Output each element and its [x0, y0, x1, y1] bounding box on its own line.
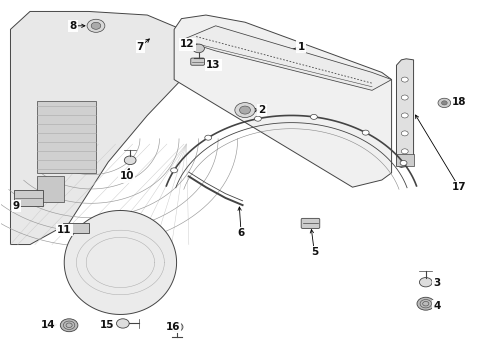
Polygon shape — [10, 12, 181, 244]
Circle shape — [401, 131, 408, 136]
Circle shape — [401, 77, 408, 82]
Circle shape — [170, 322, 183, 332]
Text: 2: 2 — [259, 105, 266, 115]
Circle shape — [117, 319, 129, 328]
Text: 4: 4 — [433, 301, 441, 311]
Circle shape — [124, 156, 136, 165]
Text: 15: 15 — [100, 320, 115, 330]
Circle shape — [240, 106, 250, 114]
FancyBboxPatch shape — [191, 58, 204, 65]
Polygon shape — [181, 26, 392, 90]
Text: 8: 8 — [70, 21, 76, 31]
Circle shape — [87, 19, 105, 32]
FancyBboxPatch shape — [37, 176, 64, 202]
Circle shape — [417, 297, 435, 310]
Circle shape — [193, 44, 204, 53]
Text: 5: 5 — [311, 247, 318, 257]
Circle shape — [419, 278, 432, 287]
Text: 14: 14 — [41, 320, 56, 330]
Circle shape — [401, 95, 408, 100]
Circle shape — [400, 161, 407, 166]
Text: 17: 17 — [452, 182, 466, 192]
Polygon shape — [174, 15, 392, 187]
Circle shape — [311, 114, 318, 120]
Text: 10: 10 — [120, 171, 134, 181]
Circle shape — [441, 101, 447, 105]
Text: 7: 7 — [137, 42, 144, 51]
Circle shape — [60, 319, 78, 332]
Text: 6: 6 — [238, 228, 245, 238]
Circle shape — [205, 135, 212, 140]
Circle shape — [438, 98, 451, 108]
Text: 18: 18 — [452, 97, 466, 107]
FancyBboxPatch shape — [37, 101, 96, 173]
Text: 11: 11 — [57, 225, 72, 235]
Polygon shape — [396, 59, 414, 167]
Circle shape — [91, 22, 101, 29]
FancyBboxPatch shape — [396, 154, 414, 166]
Circle shape — [235, 103, 255, 117]
Circle shape — [401, 149, 408, 154]
Circle shape — [171, 168, 177, 173]
Circle shape — [401, 113, 408, 118]
FancyBboxPatch shape — [63, 223, 89, 233]
Text: 3: 3 — [433, 278, 441, 288]
Polygon shape — [64, 211, 176, 315]
Text: 16: 16 — [166, 322, 180, 332]
Text: 12: 12 — [180, 40, 195, 49]
Text: 13: 13 — [206, 60, 220, 70]
FancyBboxPatch shape — [301, 219, 320, 228]
Text: 1: 1 — [297, 42, 305, 51]
Text: 9: 9 — [13, 201, 20, 211]
Circle shape — [254, 116, 261, 121]
Circle shape — [362, 130, 369, 135]
FancyBboxPatch shape — [14, 190, 43, 206]
